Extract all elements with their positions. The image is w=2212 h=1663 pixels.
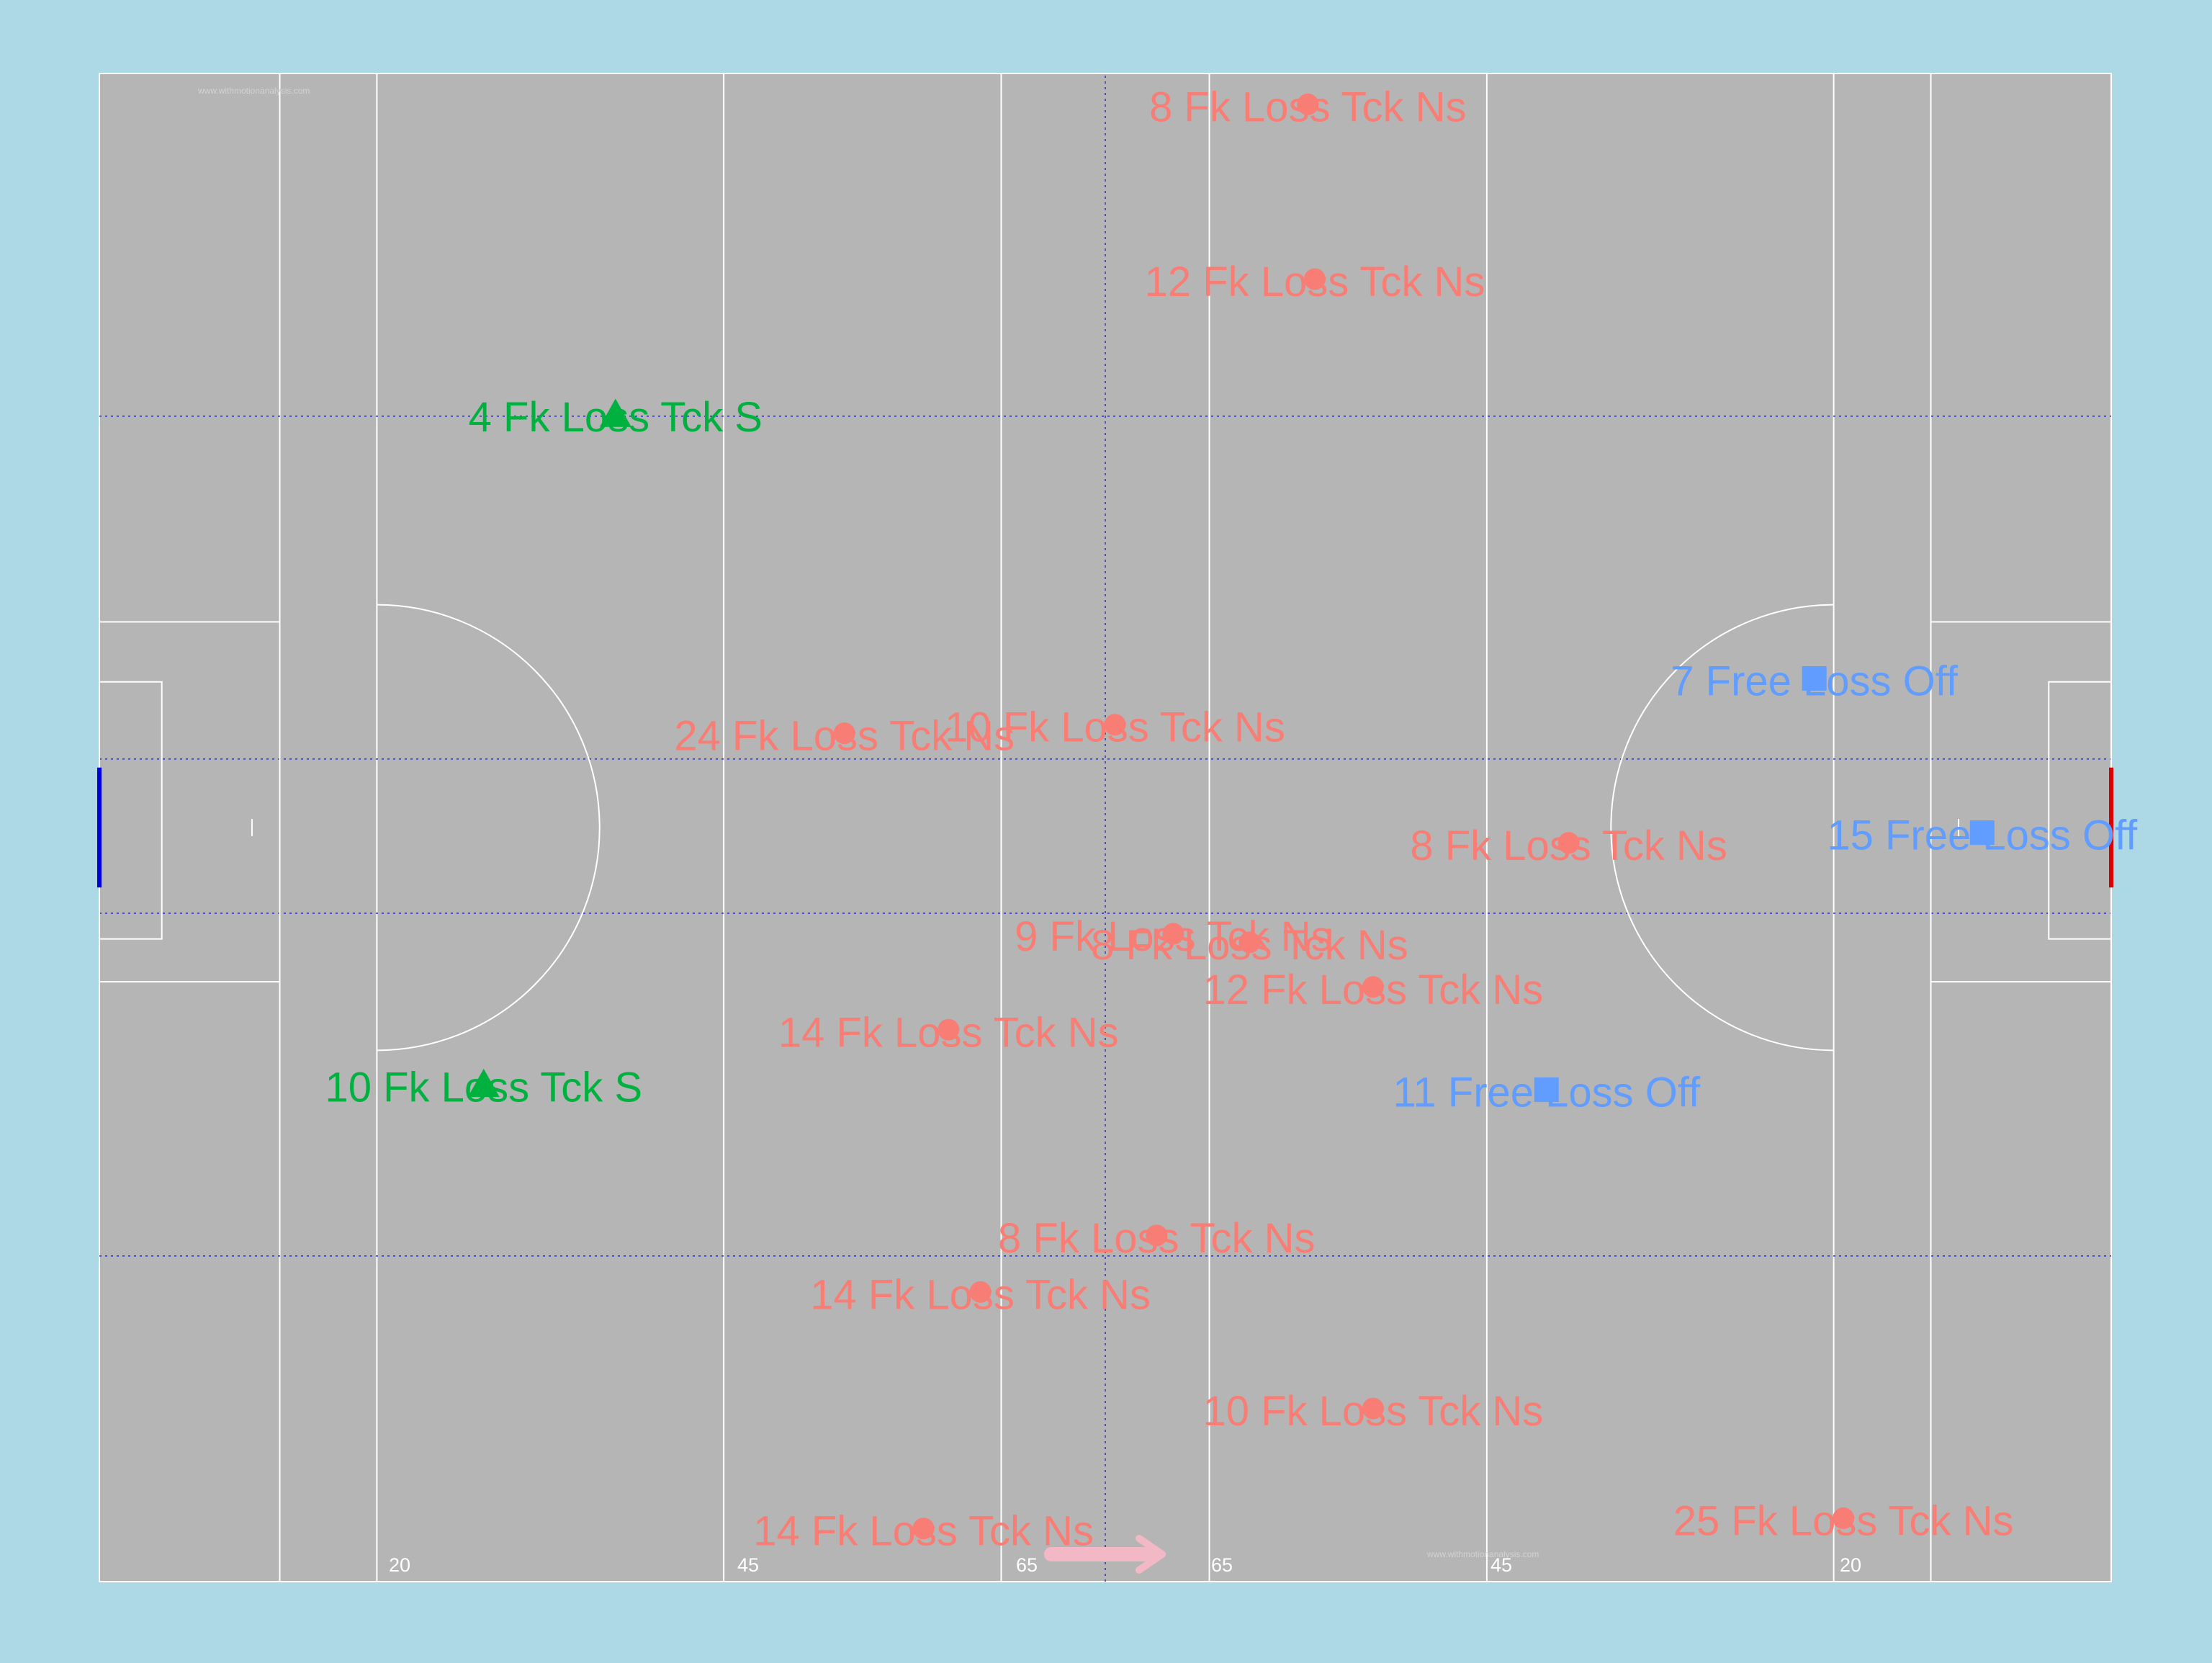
- series-0-point-10-label: 14 Fk Loss Tck Ns: [810, 1271, 1151, 1318]
- watermark-bottom: www.withmotionanalysis.com: [1426, 1549, 1539, 1559]
- series-0-point-2-marker: [833, 722, 855, 745]
- series-0-point-4-marker: [1557, 832, 1580, 854]
- series-1-point-0-label: 4 Fk Loss Tck S: [469, 394, 763, 441]
- series-0-point-9-label: 8 Fk Loss Tck Ns: [998, 1215, 1316, 1262]
- distance-labels: 20 45 65 65 45 20: [389, 1554, 1861, 1576]
- distance-label-right-45: 45: [1491, 1554, 1512, 1576]
- goal-markers: [97, 767, 2113, 888]
- series-0-point-7-label: 12 Fk Loss Tck Ns: [1203, 967, 1544, 1013]
- series-1-point-1-marker: [467, 1068, 500, 1098]
- pitch-markings: [99, 73, 2112, 1582]
- series-2-point-1-label: 15 Free Loss Off: [1827, 812, 2138, 859]
- series-2-point-2-label: 11 Free Loss Off: [1393, 1070, 1701, 1116]
- series-0-point-5-marker: [1162, 923, 1184, 945]
- distance-label-left-45: 45: [737, 1554, 759, 1576]
- series-2-point-1-marker: [1969, 820, 1995, 846]
- series-0-point-5-label: 9 Fk Loss Tck Ns: [1015, 913, 1332, 960]
- series-0-point-0-marker: [1297, 93, 1319, 115]
- series-0-point-2-label: 24 Fk Loss Tck Ns: [674, 713, 1015, 760]
- distance-label-left-20: 20: [389, 1554, 410, 1576]
- arc-right: [1610, 604, 1834, 1052]
- series-0-point-12-label: 14 Fk Loss Tck Ns: [753, 1508, 1094, 1555]
- right-arrow-icon: [1044, 1535, 1166, 1574]
- series-2-point-0-marker: [1802, 665, 1827, 691]
- series-0-point-1-marker: [1303, 268, 1326, 290]
- series-0-point-9-marker: [1146, 1224, 1168, 1247]
- series-0-point-6-marker: [1238, 931, 1261, 954]
- arc-left: [377, 604, 601, 1052]
- watermark-top: www.withmotionanalysis.com: [197, 86, 310, 96]
- series-0-point-13-marker: [1833, 1507, 1855, 1529]
- distance-label-right-65: 65: [1211, 1554, 1233, 1576]
- distance-label-left-65: 65: [1016, 1554, 1038, 1576]
- series-2-point-0-label: 7 Free Loss Off: [1671, 658, 1959, 704]
- series-0-point-12-marker: [912, 1518, 935, 1540]
- series-0-point-11-marker: [1362, 1397, 1384, 1420]
- series-0-point-7-marker: [1362, 976, 1384, 998]
- series-1-point-1-label: 10 Fk Loss Tck S: [325, 1064, 642, 1111]
- series-1-point-0-marker: [599, 398, 631, 427]
- series-0-point-3-marker: [1104, 714, 1126, 736]
- series-0-point-8-label: 14 Fk Loss Tck Ns: [778, 1009, 1119, 1056]
- series-0-point-10-marker: [969, 1281, 992, 1303]
- distance-label-right-20: 20: [1840, 1554, 1861, 1576]
- series-0-point-4-label: 8 Fk Loss Tck Ns: [1410, 822, 1727, 869]
- series-0-point-13-label: 25 Fk Loss Tck Ns: [1673, 1497, 2014, 1544]
- series-2-point-2-marker: [1534, 1077, 1559, 1103]
- series-0-point-1-label: 12 Fk Loss Tck Ns: [1145, 259, 1485, 305]
- series-0-point-11-label: 10 Fk Loss Tck Ns: [1203, 1388, 1544, 1435]
- series-0-point-0-label: 8 Fk Loss Tck Ns: [1149, 84, 1467, 130]
- series-0-point-6-label: 8 Fk Loss Tck Ns: [1091, 922, 1408, 969]
- series-0-point-8-marker: [938, 1018, 960, 1041]
- arrow-head: [1136, 1535, 1166, 1574]
- series-0-point-3-label: 10 Fk Loss Tck Ns: [945, 704, 1285, 751]
